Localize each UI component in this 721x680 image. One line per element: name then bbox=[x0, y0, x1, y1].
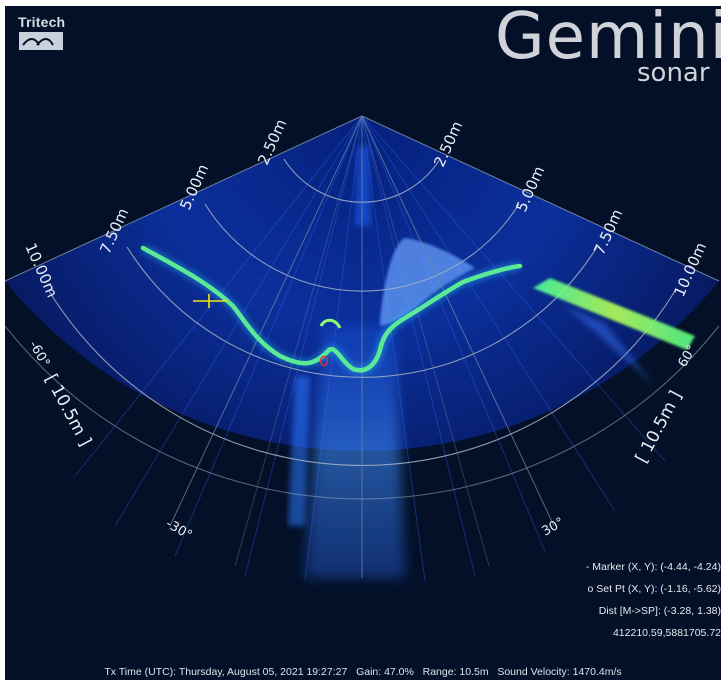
marker-cursor[interactable] bbox=[193, 294, 227, 308]
right-echo-band bbox=[533, 278, 695, 350]
distance-readout: Dist [M->SP]: (-3.28, 1.38) bbox=[598, 605, 721, 617]
sonar-logo: sonar bbox=[637, 58, 710, 88]
bearing-lines bbox=[5, 115, 720, 578]
reflector-patch bbox=[380, 238, 475, 326]
top-beam bbox=[355, 146, 371, 226]
object-echo bbox=[319, 318, 342, 329]
sonar-viewport[interactable]: 2.50m 5.00m 7.50m 10.00m 2.50m 5.00m 7.5… bbox=[5, 6, 721, 680]
marker-readout: - Marker (X, Y): (-4.44, -4.24) bbox=[585, 561, 721, 573]
setpoint-readout: o Set Pt (X, Y): (-1.16, -5.62) bbox=[587, 583, 721, 595]
angle-label-right-mid: 30° bbox=[540, 515, 567, 540]
beam-streak bbox=[288, 376, 310, 526]
status-bar: Tx Time (UTC): Thursday, August 05, 2021… bbox=[104, 666, 622, 678]
readout-panel: - Marker (X, Y): (-4.44, -4.24) o Set Pt… bbox=[586, 556, 721, 644]
range-tag-left: [ 10.5m ] bbox=[41, 371, 96, 450]
seabed-echo-glow bbox=[140, 244, 521, 375]
position-readout: 412210.59,5881705.72 bbox=[612, 627, 721, 639]
tritech-logo-text: Tritech bbox=[18, 14, 66, 30]
gemini-logo: Gemini bbox=[495, 6, 721, 74]
tritech-logo-icon bbox=[19, 32, 63, 50]
beam-band bbox=[305, 326, 405, 578]
set-point-marker[interactable] bbox=[319, 355, 329, 367]
sonar-display[interactable]: 2.50m 5.00m 7.50m 10.00m 2.50m 5.00m 7.5… bbox=[5, 6, 721, 680]
